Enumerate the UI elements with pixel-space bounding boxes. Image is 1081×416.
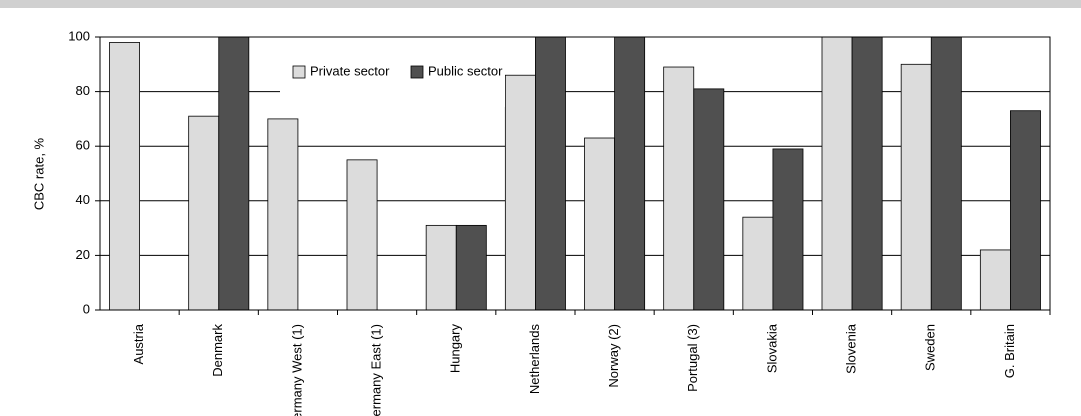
bar <box>900 63 932 311</box>
bar <box>109 42 140 311</box>
x-tick-label: Netherlands <box>527 324 542 395</box>
bar <box>455 224 487 311</box>
bar <box>584 137 615 311</box>
bar <box>663 66 695 311</box>
x-tick-label: Germany West (1) <box>289 324 304 416</box>
legend-label: Private sector <box>310 63 390 78</box>
y-tick-label: 40 <box>76 192 90 207</box>
x-tick-label: Slovakia <box>764 323 779 373</box>
x-tick-label: Sweden <box>923 324 938 371</box>
header-band <box>0 0 1081 8</box>
x-tick-label: Norway (2) <box>606 324 621 388</box>
x-tick-label: Denmark <box>210 324 225 377</box>
bar <box>851 36 883 311</box>
bar <box>742 216 774 311</box>
bar <box>535 36 566 311</box>
x-tick-label: Hungary <box>448 324 463 374</box>
plot-border <box>99 36 1051 311</box>
bar <box>614 36 646 311</box>
bar <box>218 36 250 311</box>
bar <box>346 159 378 311</box>
bar <box>979 249 1011 311</box>
bar <box>188 115 220 311</box>
x-tick-label: Slovenia <box>844 323 859 374</box>
bar <box>772 148 804 311</box>
legend-box <box>280 57 505 107</box>
y-axis-label: CBC rate, % <box>31 137 46 210</box>
x-tick-label: Austria <box>131 323 146 364</box>
bar <box>425 224 457 311</box>
y-tick-label: 100 <box>68 28 90 43</box>
legend-label: Public sector <box>428 63 503 78</box>
y-tick-label: 0 <box>83 301 90 316</box>
x-tick-label: Germany East (1) <box>369 324 384 416</box>
y-tick-label: 80 <box>76 83 90 98</box>
bar <box>821 36 853 311</box>
x-tick-label: G. Britain <box>1002 324 1017 378</box>
y-tick-label: 20 <box>76 247 90 262</box>
bar <box>1010 110 1041 311</box>
legend-swatch <box>410 65 424 79</box>
y-tick-label: 60 <box>76 138 90 153</box>
bar <box>267 118 299 311</box>
x-tick-label: Portugal (3) <box>685 324 700 392</box>
bar <box>504 74 536 311</box>
bar <box>693 88 725 311</box>
legend-swatch <box>292 65 306 79</box>
bar <box>930 36 962 311</box>
